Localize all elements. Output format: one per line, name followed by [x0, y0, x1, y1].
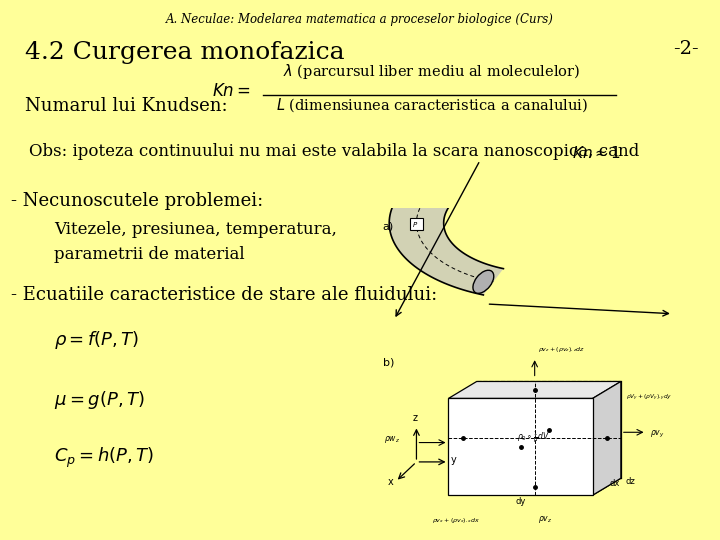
PathPatch shape [390, 151, 503, 295]
Text: - Necunoscutele problemei:: - Necunoscutele problemei: [11, 192, 263, 210]
Text: $\rho v_y$: $\rho v_y$ [649, 429, 665, 440]
Text: $\mu = g(P,T)$: $\mu = g(P,T)$ [54, 389, 145, 411]
Text: Numarul lui Knudsen:: Numarul lui Knudsen: [25, 97, 228, 115]
Text: dx: dx [610, 479, 621, 488]
Text: $\rho w_z$: $\rho w_z$ [384, 434, 400, 446]
Text: -2-: -2- [672, 40, 698, 58]
Text: $\rho v_z$: $\rho v_z$ [538, 514, 552, 525]
Polygon shape [449, 381, 621, 399]
Text: 4.2 Curgerea monofazica: 4.2 Curgerea monofazica [25, 40, 345, 64]
Text: $Kn \approx 1$: $Kn \approx 1$ [572, 145, 621, 161]
Text: $C_p = h(P,T)$: $C_p = h(P,T)$ [54, 446, 154, 470]
Bar [410, 218, 423, 230]
Text: $\rho = f(P,T)$: $\rho = f(P,T)$ [54, 329, 140, 352]
Text: $\rho v_z + (\rho v_z)_{,z}dz$: $\rho v_z + (\rho v_z)_{,z}dz$ [538, 346, 585, 354]
Text: $L$ (dimensiunea caracteristica a canalului): $L$ (dimensiunea caracteristica a canalu… [276, 96, 588, 114]
Text: $\rho V_y+(\rho V_y)_{,y}dy$: $\rho V_y+(\rho V_y)_{,y}dy$ [626, 393, 672, 403]
Text: z: z [413, 413, 418, 423]
Ellipse shape [473, 270, 494, 293]
Text: dz: dz [626, 477, 636, 485]
Text: b): b) [383, 357, 394, 368]
Polygon shape [449, 399, 593, 495]
Text: y: y [451, 455, 456, 465]
Text: Vitezele, presiunea, temperatura,: Vitezele, presiunea, temperatura, [54, 221, 337, 238]
Polygon shape [449, 478, 621, 495]
Text: $Kn =$: $Kn =$ [212, 83, 251, 100]
Text: P: P [413, 222, 417, 228]
Ellipse shape [473, 153, 494, 176]
Text: $\rho_{0}\circ\frac{1}{\mu}dV$: $\rho_{0}\circ\frac{1}{\mu}dV$ [516, 429, 549, 444]
Text: Obs: ipoteza continuului nu mai este valabila la scara nanoscopica, cand: Obs: ipoteza continuului nu mai este val… [29, 143, 639, 160]
Text: $\lambda$ (parcursul liber mediu al moleculelor): $\lambda$ (parcursul liber mediu al mole… [284, 62, 580, 81]
Text: a): a) [383, 221, 394, 232]
Text: $\rho v_x + (\rho v_x)_{,x}dx$: $\rho v_x + (\rho v_x)_{,x}dx$ [433, 517, 480, 525]
Text: parametrii de material: parametrii de material [54, 246, 245, 262]
Polygon shape [593, 381, 621, 495]
Text: dy: dy [516, 497, 526, 507]
Text: A. Neculae: Modelarea matematica a proceselor biologice (Curs): A. Neculae: Modelarea matematica a proce… [166, 14, 554, 26]
Text: - Ecuatiile caracteristice de stare ale fluidului:: - Ecuatiile caracteristice de stare ale … [11, 286, 437, 304]
Text: x: x [387, 477, 393, 487]
